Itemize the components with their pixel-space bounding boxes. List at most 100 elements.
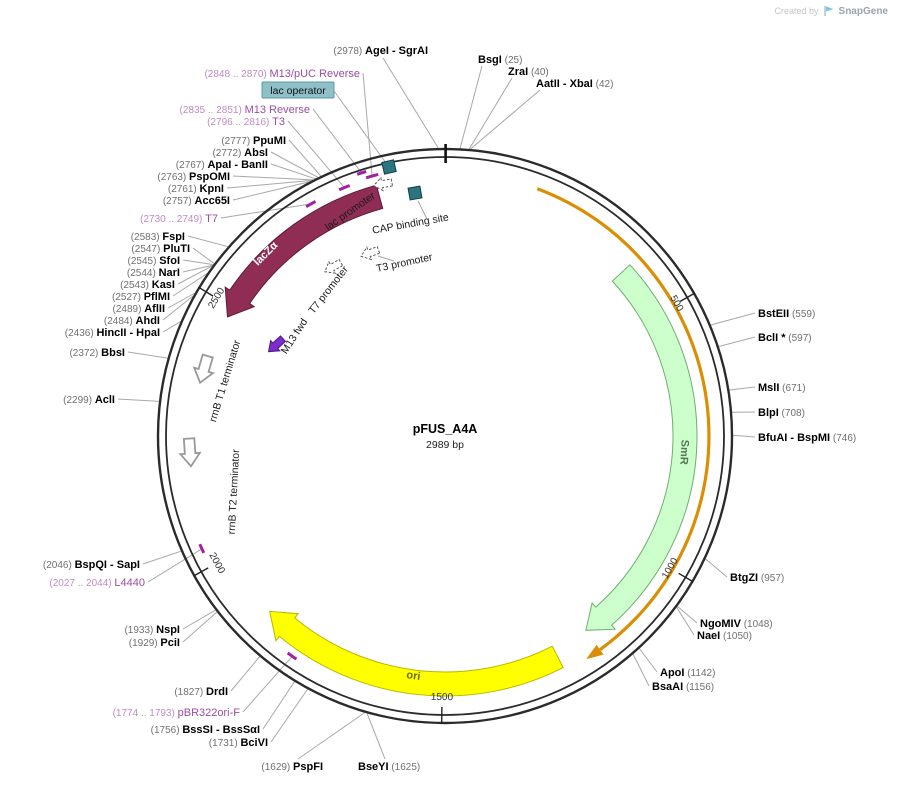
site-label-sfoi[interactable]: (2545) SfoI <box>128 255 180 267</box>
t3-promoter-arrow-icon[interactable] <box>359 244 381 263</box>
site-label-btgzi[interactable]: BtgZI (957) <box>730 572 784 584</box>
primer-m13puc-rev[interactable] <box>366 174 378 177</box>
site-label-bfuai-bspmi[interactable]: BfuAI - BspMI (746) <box>758 432 856 444</box>
plasmid-backbone-outer <box>158 149 732 723</box>
site-label-t7-primer[interactable]: (2730 .. 2749) T7 <box>140 213 218 225</box>
cap-binding-site-box-icon[interactable] <box>408 186 422 200</box>
site-label-pspfi[interactable]: (1629) PspFI <box>261 761 323 773</box>
label-lac-operator[interactable]: lac operator <box>270 85 326 97</box>
site-label-pluti[interactable]: (2547) PluTI <box>131 243 190 255</box>
label-m13-fwd[interactable]: M13 fwd <box>279 316 311 356</box>
site-label-nspi[interactable]: (1933) NspI <box>124 624 180 636</box>
leader-naei <box>677 607 694 635</box>
site-label-aatii-xbai[interactable]: AatII - XbaI (42) <box>536 78 613 90</box>
rrnb-t1-arrow-icon[interactable] <box>191 353 217 385</box>
snapgene-logo-icon <box>823 5 835 17</box>
leader-ngomiv <box>677 606 697 623</box>
leader-pluti <box>193 248 214 264</box>
site-label-naei[interactable]: NaeI (1050) <box>697 630 752 642</box>
site-label-msli[interactable]: MslI (671) <box>758 382 806 394</box>
plasmid-size: 2989 bp <box>426 439 464 451</box>
site-label-t3-primer[interactable]: (2796 .. 2816) T3 <box>207 116 285 128</box>
site-label-hincii-hpai[interactable]: (2436) HincII - HpaI <box>65 327 160 339</box>
leader-msli <box>729 387 755 390</box>
primer-t7-primer[interactable] <box>306 201 315 206</box>
site-label-pbr322ori-f[interactable]: (1774 .. 1793) pBR322ori-F <box>113 707 241 719</box>
site-label-bsgi[interactable]: BsgI (25) <box>478 54 522 66</box>
leader-nspi <box>183 610 216 629</box>
leader-bcivi <box>271 689 308 742</box>
site-label-bseyi[interactable]: BseYI (1625) <box>358 761 420 773</box>
label-t3-promoter[interactable]: T3 promoter <box>375 251 434 275</box>
leader-pcii <box>183 612 217 642</box>
feature-label-ori[interactable]: ori <box>406 669 422 683</box>
site-label-m13puc-rev[interactable]: (2848 .. 2870) M13/pUC Reverse <box>204 68 360 80</box>
site-label-l4440[interactable]: (2027 .. 2044) L4440 <box>49 577 145 589</box>
tick-500 <box>680 293 695 301</box>
leader-age-sgr <box>383 58 438 148</box>
lac-operator-box-icon[interactable] <box>382 160 396 174</box>
site-label-apai-banii[interactable]: (2767) ApaI - BanII <box>176 159 268 171</box>
watermark-brand: SnapGene <box>839 6 888 17</box>
site-label-bcivi[interactable]: (1731) BciVI <box>209 737 268 749</box>
feature-ori[interactable] <box>270 611 564 696</box>
leader-sfoi <box>183 260 214 265</box>
tick-2500 <box>198 287 213 296</box>
site-label-blpi[interactable]: BlpI (708) <box>758 407 805 419</box>
site-label-pspomi[interactable]: (2763) PspOMI <box>157 171 230 183</box>
feature-label-smr[interactable]: SmR <box>677 439 690 465</box>
site-label-ahdi[interactable]: (2484) AhdI <box>104 315 160 327</box>
leader-bsgi <box>460 66 482 148</box>
leader-drdi <box>231 657 260 692</box>
leader-acli <box>118 399 159 401</box>
label-cap-binding-site[interactable]: CAP binding site <box>371 211 450 236</box>
site-label-pcii[interactable]: (1929) PciI <box>129 637 180 649</box>
site-label-bsssi[interactable]: (1756) BssSI - BssSαI <box>151 724 260 736</box>
site-label-apoi[interactable]: ApoI (1142) <box>660 667 715 679</box>
watermark: Created by SnapGene <box>775 5 889 17</box>
site-label-aflii[interactable]: (2489) AflII <box>113 303 165 315</box>
leader-kpni <box>227 180 312 188</box>
rrnb-t2-arrow-icon[interactable] <box>179 438 200 467</box>
site-label-pflmi[interactable]: (2527) PflMI <box>112 291 170 303</box>
tick-label-2500: 2500 <box>206 286 227 311</box>
watermark-created-by: Created by <box>775 6 819 16</box>
site-label-bbsi[interactable]: (2372) BbsI <box>69 347 125 359</box>
leader-zrai <box>469 78 512 149</box>
tick-label-2000: 2000 <box>206 551 227 576</box>
site-label-acli[interactable]: (2299) AclI <box>63 394 115 406</box>
leader-lac-operator <box>334 91 386 163</box>
leader-bfuai-bspmi <box>733 435 755 437</box>
leader-acc65i <box>233 182 310 200</box>
site-label-fspi[interactable]: (2583) FspI <box>131 231 185 243</box>
leader-btgzi <box>706 559 728 577</box>
primer-t3-primer[interactable] <box>339 186 350 190</box>
primer-l4440[interactable] <box>200 544 204 553</box>
label-rrnb-t1[interactable]: rrnB T1 terminator <box>207 338 243 423</box>
site-label-ppumi[interactable]: (2777) PpuMI <box>221 135 286 147</box>
site-label-drdi[interactable]: (1827) DrdI <box>174 686 228 698</box>
site-label-bsaai[interactable]: BsaAI (1156) <box>652 681 714 693</box>
fragment-arrowhead-icon <box>586 645 603 659</box>
primer-pbr322ori-f[interactable] <box>288 653 297 659</box>
leader-bsaai <box>633 654 649 686</box>
site-label-absi[interactable]: (2772) AbsI <box>212 147 268 159</box>
site-label-m13-rev[interactable]: (2835 .. 2851) M13 Reverse <box>180 104 310 116</box>
site-label-zrai[interactable]: ZraI (40) <box>508 66 549 78</box>
site-label-bcli[interactable]: BclI * (597) <box>758 332 812 344</box>
site-label-bspqi-sapi[interactable]: (2046) BspQI - SapI <box>43 559 140 571</box>
site-label-nari[interactable]: (2544) NarI <box>127 267 180 279</box>
leader-apai-banii <box>271 164 315 179</box>
primer-m13-rev[interactable] <box>357 172 366 175</box>
site-label-acc65i[interactable]: (2757) Acc65I <box>163 195 230 207</box>
leader-t3-primer <box>288 121 344 188</box>
leader-bsssi <box>263 682 295 729</box>
site-label-bsteii[interactable]: BstEII (559) <box>758 308 815 320</box>
label-rrnb-t2[interactable]: rrnB T2 terminator <box>226 449 242 535</box>
site-label-age-sgr[interactable]: (2978) AgeI - SgrAI <box>333 45 428 57</box>
site-label-ngomiv[interactable]: NgoMIV (1048) <box>700 618 773 630</box>
leader-bbsi <box>128 352 168 358</box>
site-label-kasi[interactable]: (2543) KasI <box>120 279 175 291</box>
site-label-kpni[interactable]: (2761) KpnI <box>168 183 224 195</box>
